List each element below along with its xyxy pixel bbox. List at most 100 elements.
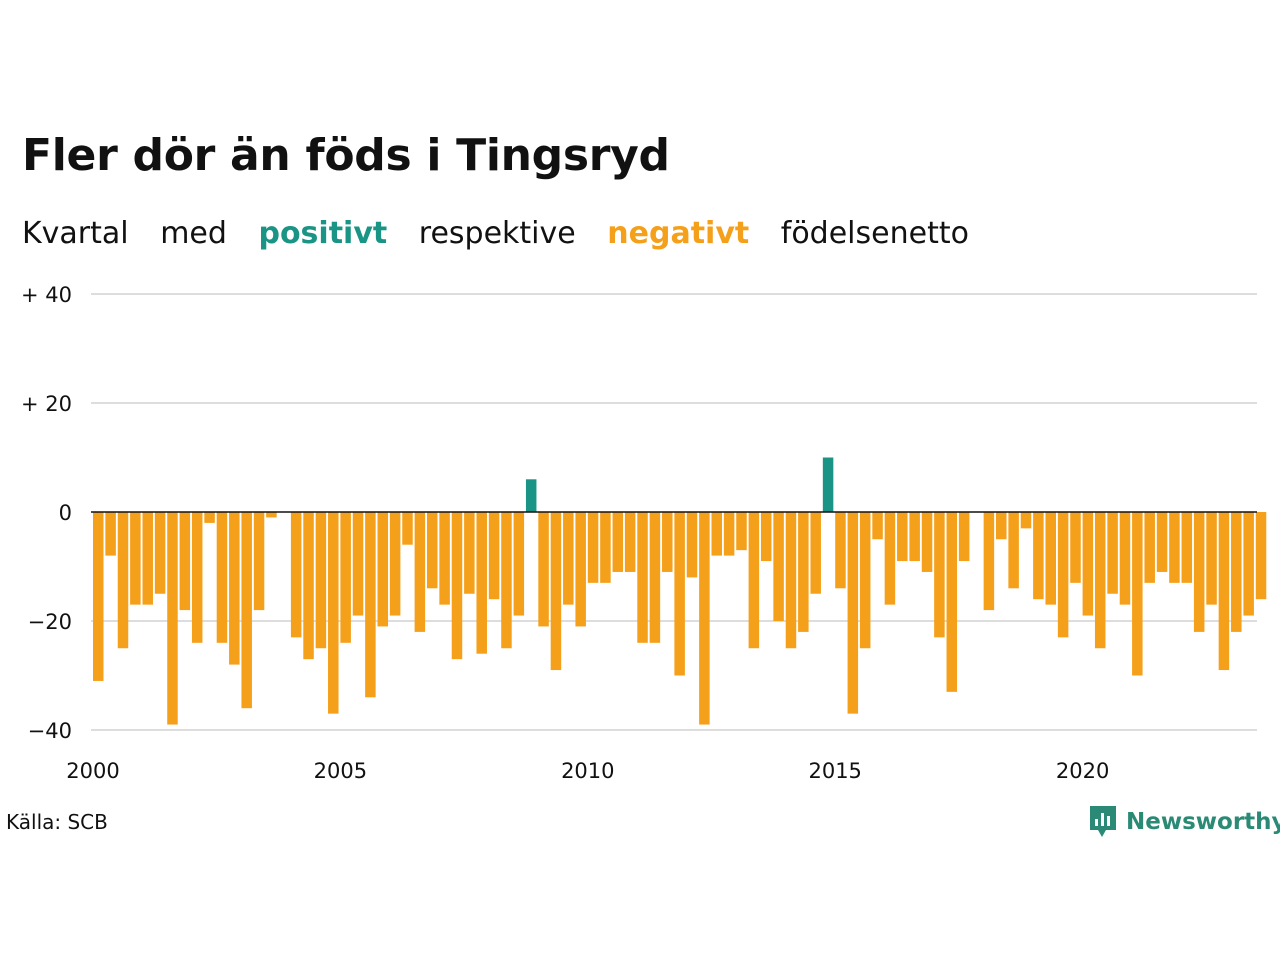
bar bbox=[253, 512, 265, 611]
bar bbox=[1169, 512, 1180, 583]
x-tick-label: 2015 bbox=[808, 759, 861, 783]
y-tick-label: + 40 bbox=[21, 283, 72, 307]
bar bbox=[711, 512, 722, 556]
bar bbox=[191, 512, 203, 643]
bar bbox=[699, 512, 710, 725]
bar bbox=[154, 512, 166, 594]
bar bbox=[612, 512, 624, 572]
bar bbox=[649, 512, 661, 643]
bar bbox=[859, 512, 871, 649]
brand-name: Newsworthy bbox=[1126, 809, 1280, 835]
bar bbox=[1033, 512, 1044, 600]
bar bbox=[760, 512, 772, 562]
bar bbox=[216, 512, 228, 643]
bar bbox=[414, 512, 426, 632]
bar-chart: + 40 + 20 0 −20 −40 2000 2005 2010 2015 2020 bbox=[21, 283, 1267, 783]
bar bbox=[377, 512, 389, 627]
bar bbox=[748, 512, 760, 649]
bar bbox=[328, 512, 339, 714]
bar bbox=[785, 512, 797, 649]
bar bbox=[1144, 512, 1155, 583]
bar bbox=[476, 512, 487, 654]
subtitle-positive-label: positivt bbox=[258, 216, 388, 251]
bar bbox=[798, 512, 809, 632]
bar bbox=[501, 512, 512, 649]
x-tick-label: 2005 bbox=[314, 759, 367, 783]
bar bbox=[426, 512, 438, 589]
bar bbox=[1218, 512, 1230, 671]
bar bbox=[340, 512, 351, 643]
bar bbox=[921, 512, 933, 572]
bar bbox=[662, 512, 673, 572]
bar bbox=[600, 512, 611, 583]
bar bbox=[563, 512, 574, 605]
bar bbox=[897, 512, 908, 562]
bar bbox=[1243, 512, 1254, 616]
bar bbox=[1045, 512, 1056, 605]
bar bbox=[1020, 512, 1032, 529]
bar bbox=[290, 512, 302, 638]
bar bbox=[550, 512, 562, 671]
bar bbox=[946, 512, 958, 692]
bar bbox=[934, 512, 945, 638]
bar bbox=[1156, 512, 1168, 572]
bar bbox=[303, 512, 314, 660]
bar bbox=[1070, 512, 1081, 583]
bar bbox=[686, 512, 698, 578]
brand-logo: Newsworthy bbox=[1088, 804, 1280, 840]
newsworthy-logo-icon bbox=[1090, 806, 1116, 837]
y-tick-label: 0 bbox=[59, 501, 72, 525]
bar bbox=[365, 512, 376, 698]
bar bbox=[810, 512, 821, 594]
y-tick-label: −20 bbox=[28, 610, 72, 634]
x-tick-label: 2000 bbox=[66, 759, 119, 783]
bar bbox=[983, 512, 995, 611]
bar bbox=[624, 512, 636, 572]
bar bbox=[229, 512, 240, 665]
bar bbox=[464, 512, 475, 594]
bar bbox=[439, 512, 450, 605]
bar bbox=[204, 512, 215, 523]
bar bbox=[1107, 512, 1118, 594]
bar bbox=[167, 512, 178, 725]
bar bbox=[773, 512, 784, 621]
bar bbox=[1206, 512, 1217, 605]
subtitle-negative-label: negativt bbox=[607, 216, 750, 251]
bar bbox=[105, 512, 116, 556]
bar bbox=[352, 512, 364, 616]
bar bbox=[996, 512, 1007, 540]
bar bbox=[525, 479, 537, 512]
bar bbox=[117, 512, 129, 649]
chart-title: Fler dör än föds i Tingsryd bbox=[22, 130, 670, 181]
bar bbox=[884, 512, 896, 605]
y-tick-label: −40 bbox=[28, 719, 72, 743]
bar bbox=[538, 512, 549, 627]
source-note: Källa: SCB bbox=[6, 810, 108, 834]
bar bbox=[1181, 512, 1193, 583]
bar bbox=[266, 512, 277, 518]
subtitle-word-fodelsenetto: födelsenetto bbox=[780, 216, 969, 251]
subtitle-word-respektive: respektive bbox=[418, 216, 576, 251]
bar bbox=[451, 512, 463, 660]
bar bbox=[1008, 512, 1019, 589]
bar bbox=[1094, 512, 1106, 649]
bar bbox=[872, 512, 883, 540]
bar bbox=[575, 512, 586, 627]
subtitle-word-med: med bbox=[160, 216, 227, 251]
bar bbox=[1255, 512, 1267, 600]
bar bbox=[1193, 512, 1205, 632]
bar bbox=[736, 512, 747, 551]
bar bbox=[402, 512, 413, 545]
bar bbox=[488, 512, 500, 600]
bar bbox=[958, 512, 970, 562]
bar bbox=[1119, 512, 1131, 605]
bar bbox=[847, 512, 859, 714]
bar bbox=[674, 512, 685, 676]
bar bbox=[637, 512, 648, 643]
bar bbox=[142, 512, 153, 605]
bar bbox=[93, 512, 104, 681]
bar bbox=[1231, 512, 1242, 632]
bar bbox=[241, 512, 252, 709]
bar bbox=[1057, 512, 1069, 638]
x-tick-label: 2010 bbox=[561, 759, 614, 783]
